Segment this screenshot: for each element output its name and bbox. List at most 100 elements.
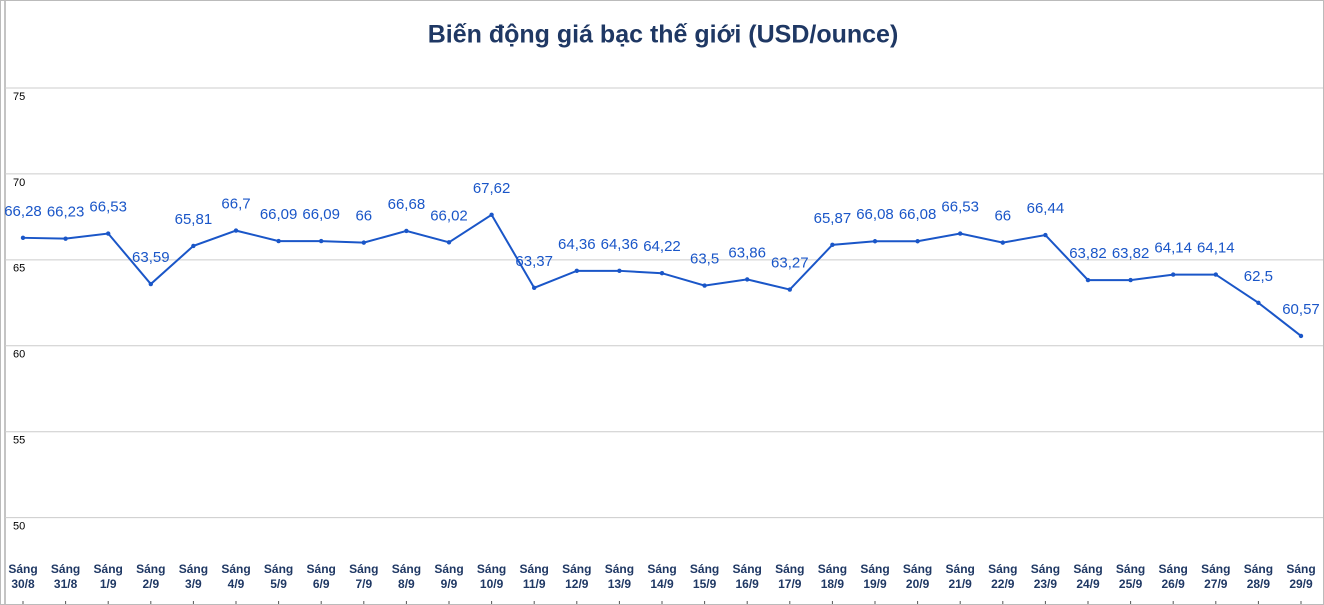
point — [1213, 272, 1219, 277]
point — [276, 238, 281, 244]
x-tick-label: Sáng 31/8 — [50, 562, 81, 591]
point — [872, 239, 878, 244]
value-label: 63,86 — [728, 244, 766, 261]
value-label: 66 — [355, 208, 372, 225]
x-tick-label: Sáng 15/9 — [689, 562, 720, 591]
chart-title: Biến động giá bạc thế giới (USD/ounce) — [428, 21, 899, 49]
value-label: 66,7 — [221, 196, 250, 213]
point — [1128, 277, 1133, 283]
value-label: 65,81 — [175, 211, 213, 228]
value-label: 64,22 — [643, 238, 681, 255]
value-label: 66,44 — [1027, 200, 1065, 217]
value-label: 63,37 — [515, 253, 553, 270]
x-tick-label: Sáng 18/9 — [817, 562, 848, 591]
point — [617, 268, 622, 274]
value-label: 67,62 — [473, 180, 511, 197]
point — [830, 242, 835, 248]
x-tick-label: Sáng 17/9 — [775, 562, 805, 591]
y-tick-label: 70 — [13, 177, 25, 189]
x-tick-label: Sáng 4/9 — [221, 562, 251, 591]
value-label: 64,36 — [558, 236, 596, 253]
point — [787, 287, 792, 292]
point — [489, 212, 494, 217]
x-tick-label: Sáng 7/9 — [349, 562, 379, 591]
y-tick-label: 50 — [13, 521, 25, 533]
x-tick-label: Sáng 5/9 — [263, 562, 294, 591]
x-tick-label: Sáng 11/9 — [519, 562, 549, 591]
point — [659, 271, 665, 276]
value-label: 62,5 — [1244, 268, 1273, 285]
point — [20, 235, 26, 241]
value-label: 63,82 — [1069, 245, 1107, 262]
x-tick-label: Sáng 19/9 — [860, 562, 890, 591]
point — [106, 231, 111, 236]
x-tick-label: Sáng 29/9 — [1286, 562, 1316, 591]
value-label: 66,09 — [260, 206, 298, 223]
value-label: 66,53 — [941, 198, 979, 215]
x-tick-label: Sáng 1/9 — [93, 562, 123, 591]
value-label: 66,08 — [856, 206, 894, 223]
y-tick-label: 65 — [13, 263, 25, 275]
point — [958, 231, 963, 236]
x-tick-label: Sáng 23/9 — [1030, 562, 1061, 591]
point — [446, 240, 452, 245]
value-label: 66,09 — [302, 206, 340, 223]
value-label: 64,14 — [1197, 240, 1235, 257]
point — [1085, 277, 1091, 283]
point — [1043, 232, 1048, 238]
value-label: 66,08 — [899, 206, 937, 223]
y-tick-label: 55 — [13, 435, 25, 447]
x-tick-label: Sáng 3/9 — [178, 562, 209, 591]
point — [1171, 272, 1176, 277]
point — [532, 285, 537, 291]
value-label: 63,27 — [771, 255, 809, 272]
point — [191, 243, 196, 249]
value-label: 66 — [994, 208, 1011, 225]
value-label: 66,28 — [4, 203, 42, 220]
value-label: 63,59 — [132, 249, 170, 266]
value-label: 60,57 — [1282, 301, 1320, 318]
point — [1298, 333, 1304, 339]
x-tick-label: Sáng 27/9 — [1201, 562, 1231, 591]
value-label: 63,5 — [690, 251, 719, 268]
point — [745, 277, 750, 282]
x-tick-label: Sáng 8/9 — [391, 562, 422, 591]
y-tick-label: 75 — [13, 91, 25, 103]
point — [319, 238, 324, 244]
value-label: 66,68 — [388, 196, 426, 213]
x-tick-label: Sáng 6/9 — [306, 562, 336, 591]
y-tick-label: 60 — [13, 349, 25, 361]
value-label: 64,14 — [1154, 240, 1192, 257]
x-tick-label: Sáng 14/9 — [647, 562, 677, 591]
x-tick-label: Sáng 21/9 — [945, 562, 975, 591]
point — [1256, 300, 1261, 305]
x-tick-label: Sáng 30/8 — [8, 562, 38, 591]
point — [1000, 240, 1005, 245]
point — [915, 239, 920, 244]
value-label: 65,87 — [814, 210, 852, 227]
value-label: 63,82 — [1112, 245, 1150, 262]
point — [404, 228, 409, 234]
point — [574, 268, 579, 274]
x-tick-label: Sáng 13/9 — [604, 562, 635, 591]
point — [148, 281, 153, 287]
x-tick-label: Sáng 22/9 — [988, 562, 1018, 591]
value-label: 66,23 — [47, 204, 85, 221]
x-tick-label: Sáng 28/9 — [1243, 562, 1274, 591]
x-tick-label: Sáng 25/9 — [1115, 562, 1146, 591]
point — [63, 236, 68, 241]
x-tick-label: Sáng 10/9 — [476, 562, 507, 591]
x-tick-label: Sáng 16/9 — [732, 562, 762, 591]
x-tick-label: Sáng 24/9 — [1073, 562, 1103, 591]
x-tick-label: Sáng 20/9 — [902, 562, 933, 591]
x-tick-label: Sáng 2/9 — [136, 562, 166, 591]
point — [702, 283, 707, 288]
point — [233, 228, 239, 233]
value-label: 66,53 — [89, 198, 127, 215]
point — [361, 240, 366, 245]
value-label: 66,02 — [430, 207, 468, 224]
x-tick-label: Sáng 12/9 — [562, 562, 592, 591]
x-tick-label: Sáng 26/9 — [1158, 562, 1188, 591]
